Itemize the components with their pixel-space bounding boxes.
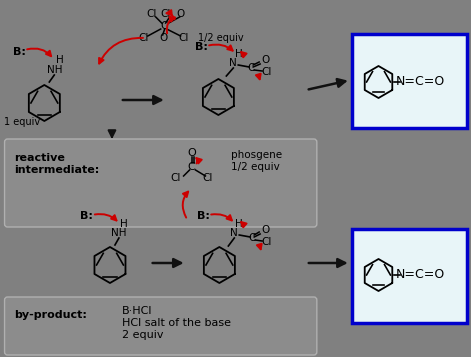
Text: intermediate:: intermediate:: [15, 165, 100, 175]
FancyBboxPatch shape: [352, 34, 467, 128]
Text: HCl salt of the base: HCl salt of the base: [122, 318, 231, 328]
Text: NH: NH: [47, 65, 62, 75]
Text: B:: B:: [80, 211, 93, 221]
Text: C: C: [187, 162, 195, 172]
Text: phosgene: phosgene: [231, 150, 283, 160]
Text: Cl: Cl: [179, 33, 189, 43]
Text: Cl: Cl: [261, 67, 271, 77]
Text: B·HCl: B·HCl: [122, 306, 153, 316]
FancyBboxPatch shape: [5, 139, 317, 227]
Text: 1/2 equiv: 1/2 equiv: [198, 33, 244, 43]
Text: Cl: Cl: [138, 33, 149, 43]
Text: C: C: [249, 233, 256, 243]
Text: 1 equiv: 1 equiv: [4, 117, 41, 127]
Text: N: N: [229, 58, 237, 68]
Text: 2 equiv: 2 equiv: [122, 330, 163, 340]
FancyBboxPatch shape: [5, 297, 317, 355]
Text: H: H: [120, 219, 128, 229]
Text: O: O: [261, 55, 269, 65]
Text: by-product:: by-product:: [15, 310, 88, 320]
Text: Cl: Cl: [261, 237, 271, 247]
Text: Cl: Cl: [146, 9, 157, 19]
Text: H: H: [236, 219, 243, 229]
Text: B:: B:: [196, 211, 210, 221]
Text: H: H: [236, 49, 243, 59]
Text: C: C: [248, 63, 255, 73]
Text: Cl: Cl: [161, 9, 171, 19]
Text: B:: B:: [195, 42, 207, 52]
Text: O: O: [177, 9, 185, 19]
Text: B:: B:: [13, 47, 25, 57]
Text: H: H: [57, 55, 64, 65]
Text: Cl: Cl: [202, 173, 212, 183]
Text: 1/2 equiv: 1/2 equiv: [231, 162, 280, 172]
Text: O: O: [160, 33, 168, 43]
Text: N=C=O: N=C=O: [396, 75, 445, 87]
Text: O: O: [187, 148, 196, 158]
Text: reactive: reactive: [15, 153, 65, 163]
Text: NH: NH: [111, 228, 127, 238]
Text: C: C: [160, 21, 167, 31]
Text: N=C=O: N=C=O: [396, 267, 445, 281]
FancyBboxPatch shape: [352, 229, 467, 323]
Text: Cl: Cl: [171, 173, 181, 183]
Text: N: N: [230, 228, 238, 238]
Text: O: O: [261, 225, 269, 235]
